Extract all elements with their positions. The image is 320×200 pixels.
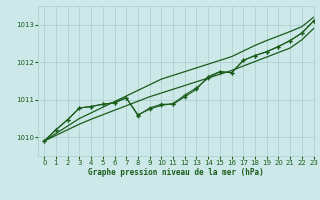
- X-axis label: Graphe pression niveau de la mer (hPa): Graphe pression niveau de la mer (hPa): [88, 168, 264, 177]
